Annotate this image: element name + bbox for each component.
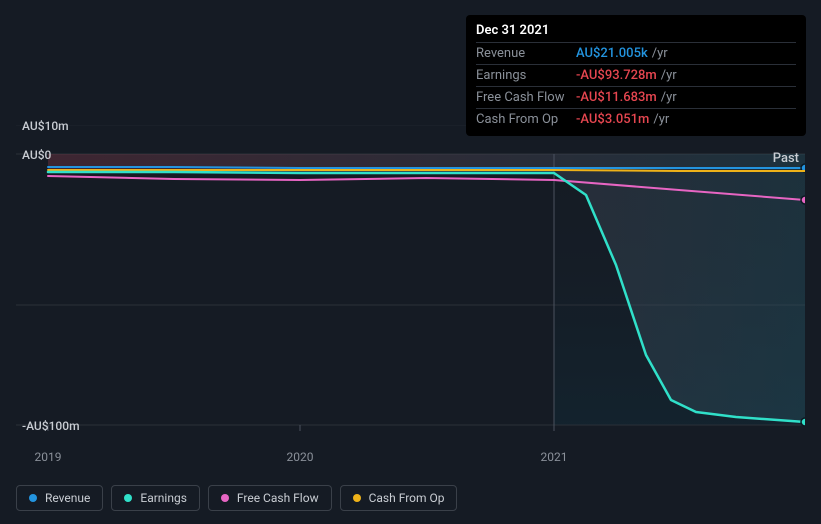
tooltip-metric-value: AU$21.005k (576, 46, 648, 61)
legend: Revenue Earnings Free Cash Flow Cash From O… (16, 485, 457, 511)
tooltip-metric-value: -AU$93.728m (576, 68, 657, 83)
tooltip-metric-unit: /yr (652, 46, 668, 61)
tooltip-metric-label: Revenue (476, 46, 576, 61)
legend-label: Earnings (140, 491, 187, 505)
x-axis-label: 2021 (541, 450, 568, 464)
chart-canvas (16, 125, 805, 445)
tooltip-metric-value: -AU$3.051m (576, 112, 649, 127)
legend-label: Free Cash Flow (237, 491, 319, 505)
tooltip-metric-label: Free Cash Flow (476, 90, 576, 105)
tooltip-row: RevenueAU$21.005k/yr (476, 42, 796, 64)
earnings-chart: Past AU$10mAU$0-AU$100m (16, 125, 805, 445)
legend-item-revenue[interactable]: Revenue (16, 485, 103, 511)
x-axis: 2019 2020 2021 (16, 450, 805, 470)
tooltip-date: Dec 31 2021 (476, 21, 796, 42)
tooltip-metric-unit: /yr (661, 90, 677, 105)
legend-label: Cash From Op (369, 491, 445, 505)
x-axis-label: 2019 (35, 450, 62, 464)
legend-dot (29, 494, 37, 502)
x-axis-label: 2020 (287, 450, 314, 464)
legend-item-earnings[interactable]: Earnings (111, 485, 200, 511)
tooltip-row: Free Cash Flow-AU$11.683m/yr (476, 86, 796, 108)
tooltip-row: Cash From Op-AU$3.051m/yr (476, 108, 796, 130)
y-axis-label: -AU$100m (22, 419, 80, 433)
past-label: Past (773, 151, 799, 166)
tooltip-row: Earnings-AU$93.728m/yr (476, 64, 796, 86)
legend-label: Revenue (45, 491, 90, 505)
legend-dot (124, 494, 132, 502)
tooltip-metric-label: Earnings (476, 68, 576, 83)
data-tooltip: Dec 31 2021 RevenueAU$21.005k/yrEarnings… (466, 15, 806, 136)
tooltip-metric-unit: /yr (661, 68, 677, 83)
legend-item-free-cash-flow[interactable]: Free Cash Flow (208, 485, 332, 511)
legend-dot (221, 494, 229, 502)
legend-dot (353, 494, 361, 502)
tooltip-metric-value: -AU$11.683m (576, 90, 657, 105)
tooltip-metric-label: Cash From Op (476, 112, 576, 127)
tooltip-metric-unit: /yr (653, 112, 669, 127)
y-axis-label: AU$10m (22, 119, 69, 133)
y-axis-label: AU$0 (22, 148, 51, 162)
legend-item-cash-from-op[interactable]: Cash From Op (340, 485, 458, 511)
